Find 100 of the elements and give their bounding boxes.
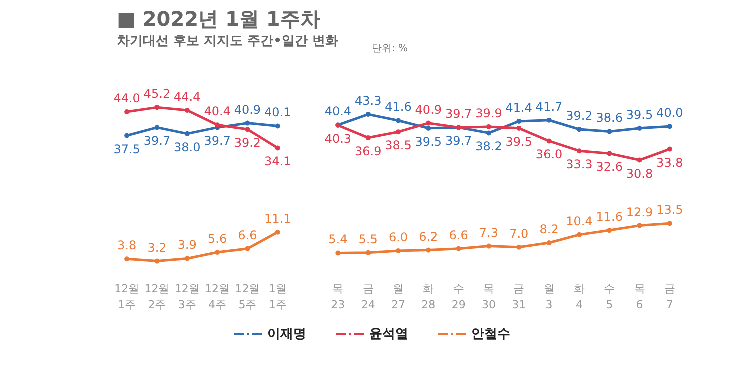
data-label: 38.2	[476, 140, 502, 154]
x-tick-label: 12월 2주	[144, 282, 170, 312]
point	[215, 250, 220, 256]
point	[184, 256, 190, 262]
data-label: 3.9	[178, 238, 197, 252]
point	[486, 130, 492, 136]
point	[245, 246, 250, 252]
x-tick-label: 금 7	[664, 282, 676, 312]
point	[245, 127, 250, 132]
data-label: 7.0	[510, 226, 529, 241]
data-label: 37.5	[114, 142, 140, 156]
chart-subtitle: 차기대선 후보 지지도 주간•일간 변화	[117, 34, 338, 49]
point	[607, 129, 612, 134]
x-tick-label: 목 6	[634, 282, 646, 312]
data-label: 32.6	[596, 160, 623, 174]
data-label: 34.1	[264, 154, 292, 169]
data-label: 12.9	[626, 205, 654, 220]
data-label: 36.0	[536, 148, 563, 162]
point	[215, 122, 220, 128]
point	[546, 118, 552, 123]
x-tick-label: 12월 1주	[114, 282, 140, 312]
data-label: 10.4	[566, 214, 593, 228]
x-tick-label: 금 24	[361, 282, 376, 312]
legend-label: 이재명	[268, 327, 306, 342]
data-label: 40.9	[415, 102, 442, 117]
point	[486, 244, 492, 249]
data-label: 41.7	[536, 100, 563, 114]
data-label: 41.4	[506, 100, 532, 115]
x-tick-label: 1월 1주	[268, 282, 287, 312]
x-tick-label: 화 4	[574, 282, 585, 312]
data-label: 38.6	[596, 111, 623, 126]
point	[184, 108, 190, 113]
data-label: 5.4	[328, 232, 348, 247]
data-label: 8.2	[540, 222, 559, 236]
data-label: 5.5	[358, 232, 378, 246]
data-label: 6.6	[449, 228, 468, 242]
point	[275, 146, 280, 151]
data-label: 3.8	[118, 238, 137, 253]
data-label: 39.5	[415, 134, 442, 149]
point	[275, 230, 280, 235]
x-tick-label: 목 30	[482, 282, 496, 312]
point	[426, 248, 432, 253]
point	[366, 250, 371, 256]
point	[275, 124, 280, 129]
x-tick-label: 월 27	[392, 282, 406, 312]
point	[576, 127, 582, 132]
point	[124, 109, 130, 114]
x-tick-label: 12월 3주	[174, 282, 200, 312]
legend-label: 윤석열	[370, 327, 408, 342]
point	[667, 124, 672, 130]
x-tick-label: 월 3	[544, 282, 555, 312]
data-label: 43.3	[354, 94, 382, 108]
point	[667, 146, 672, 152]
data-label: 39.7	[445, 134, 472, 148]
chart-title: ■ 2022년 1월 1주차	[117, 7, 320, 31]
data-label: 40.4	[204, 104, 231, 119]
data-label: 38.0	[174, 140, 201, 154]
x-tick-label: 12월 5주	[235, 282, 260, 312]
data-label: 44.0	[114, 91, 140, 106]
point	[426, 120, 432, 126]
point	[124, 133, 130, 138]
data-label: 11.1	[264, 212, 292, 226]
data-label: 39.5	[506, 134, 532, 149]
point	[154, 105, 160, 110]
point	[154, 125, 160, 130]
data-label: 36.9	[354, 144, 382, 158]
x-tick-label: 12월 4주	[205, 282, 230, 312]
data-label: 40.4	[324, 104, 352, 119]
data-label: 39.7	[144, 134, 171, 148]
x-tick-label: 수 29	[452, 282, 466, 312]
point	[637, 223, 642, 228]
data-label: 6.0	[388, 230, 408, 245]
point	[516, 126, 522, 131]
point	[486, 124, 492, 130]
point	[546, 138, 552, 144]
data-label: 11.6	[596, 210, 623, 224]
point	[366, 135, 371, 140]
data-label: 40.3	[324, 132, 352, 146]
point	[396, 118, 401, 124]
data-label: 39.2	[234, 136, 262, 150]
point	[456, 246, 462, 252]
point	[607, 228, 612, 234]
data-label: 38.5	[385, 138, 412, 153]
point	[184, 131, 190, 136]
data-label: 33.8	[656, 156, 684, 170]
data-label: 39.2	[566, 109, 593, 124]
data-label: 45.2	[144, 87, 171, 102]
point	[336, 250, 341, 256]
point	[607, 151, 612, 156]
point	[516, 118, 522, 124]
data-label: 5.6	[208, 232, 228, 246]
data-label: 30.8	[626, 166, 654, 181]
point	[576, 148, 582, 154]
data-label: 39.7	[445, 107, 472, 122]
point	[396, 248, 401, 254]
data-label: 3.2	[148, 240, 167, 255]
data-label: 40.1	[264, 106, 292, 120]
data-label: 6.6	[238, 228, 258, 242]
data-label: 39.5	[626, 108, 654, 122]
point	[124, 256, 130, 262]
